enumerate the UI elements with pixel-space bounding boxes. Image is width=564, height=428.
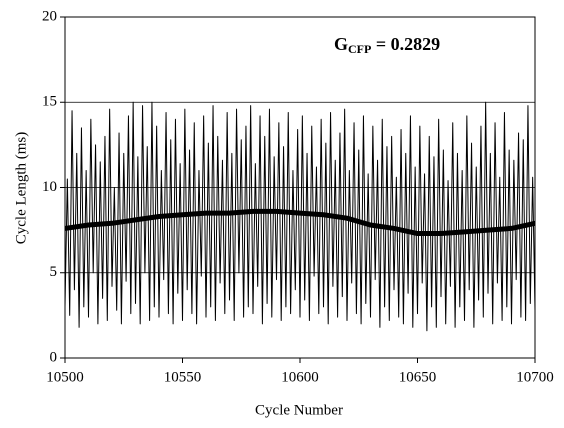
x-tick-label: 10550 <box>164 369 202 385</box>
x-tick-label: 10600 <box>281 369 319 385</box>
x-tick-label: 10700 <box>516 369 554 385</box>
y-tick-label: 20 <box>42 8 57 24</box>
annotation-text: = 0.2829 <box>371 34 440 54</box>
y-tick-label: 5 <box>50 264 58 280</box>
data-line <box>64 101 536 332</box>
x-tick-label: 10500 <box>46 369 84 385</box>
annotation-subscript: CFP <box>348 42 371 56</box>
annotation-symbol: G <box>334 34 348 54</box>
annotation: GCFP = 0.2829 <box>334 34 440 56</box>
y-tick-label: 0 <box>50 349 58 365</box>
data-line <box>64 208 536 237</box>
y-tick-label: 15 <box>42 94 57 110</box>
y-tick-label: 10 <box>42 179 57 195</box>
x-axis-label: Cycle Number <box>255 402 343 418</box>
x-tick-label: 10650 <box>399 369 437 385</box>
y-axis-label: Cycle Length (ms) <box>13 132 29 244</box>
